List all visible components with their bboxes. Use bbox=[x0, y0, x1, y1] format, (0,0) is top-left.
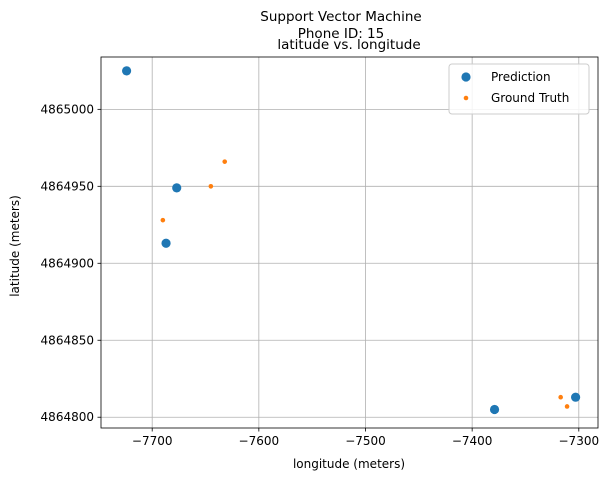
legend-label-prediction: Prediction bbox=[491, 70, 551, 84]
plot-area-frame bbox=[100, 56, 599, 429]
y-tick-label: 4864950 bbox=[41, 179, 94, 193]
legend-box bbox=[448, 63, 590, 115]
data-points bbox=[121, 66, 581, 415]
point-ground-truth bbox=[160, 217, 166, 223]
y-tick-label: 4864900 bbox=[41, 256, 94, 270]
point-ground-truth bbox=[208, 184, 214, 189]
x-tick-label: −7400 bbox=[452, 434, 493, 448]
point-prediction bbox=[571, 392, 581, 402]
chart-title-line-3: latitude vs. longitude bbox=[277, 37, 420, 53]
x-tick-label: −7500 bbox=[345, 434, 386, 448]
point-ground-truth bbox=[564, 404, 570, 409]
y-tick-label: 4864800 bbox=[41, 410, 94, 424]
x-tick-label: −7300 bbox=[559, 434, 600, 448]
point-ground-truth bbox=[558, 394, 563, 400]
legend-marker-prediction bbox=[461, 72, 471, 82]
axis-ticks: −7700 −7600 −7500 −7400 −7300 4864800 4864850 4… bbox=[41, 102, 600, 448]
y-tick-label: 4864850 bbox=[41, 333, 94, 347]
point-prediction bbox=[172, 183, 182, 193]
x-tick-label: −7600 bbox=[239, 434, 280, 448]
legend-marker-ground-truth bbox=[463, 95, 469, 101]
point-prediction bbox=[489, 404, 500, 415]
legend-label-ground-truth: Ground Truth bbox=[491, 91, 569, 105]
chart-title-line-2: Phone ID: 15 bbox=[298, 26, 385, 42]
chart-titles: Support Vector Machine Phone ID: 15 lati… bbox=[260, 9, 421, 53]
chart-title-line-1: Support Vector Machine bbox=[260, 9, 421, 25]
point-prediction bbox=[121, 66, 132, 76]
y-tick-label: 4865000 bbox=[41, 102, 94, 116]
x-tick-label: −7700 bbox=[132, 434, 173, 448]
grid-lines bbox=[101, 57, 598, 428]
y-axis-label: latitude (meters) bbox=[8, 195, 22, 297]
legend: Prediction Ground Truth bbox=[448, 63, 590, 115]
point-ground-truth bbox=[222, 159, 228, 164]
x-axis-label: longitude (meters) bbox=[293, 457, 405, 471]
point-prediction bbox=[161, 238, 171, 248]
